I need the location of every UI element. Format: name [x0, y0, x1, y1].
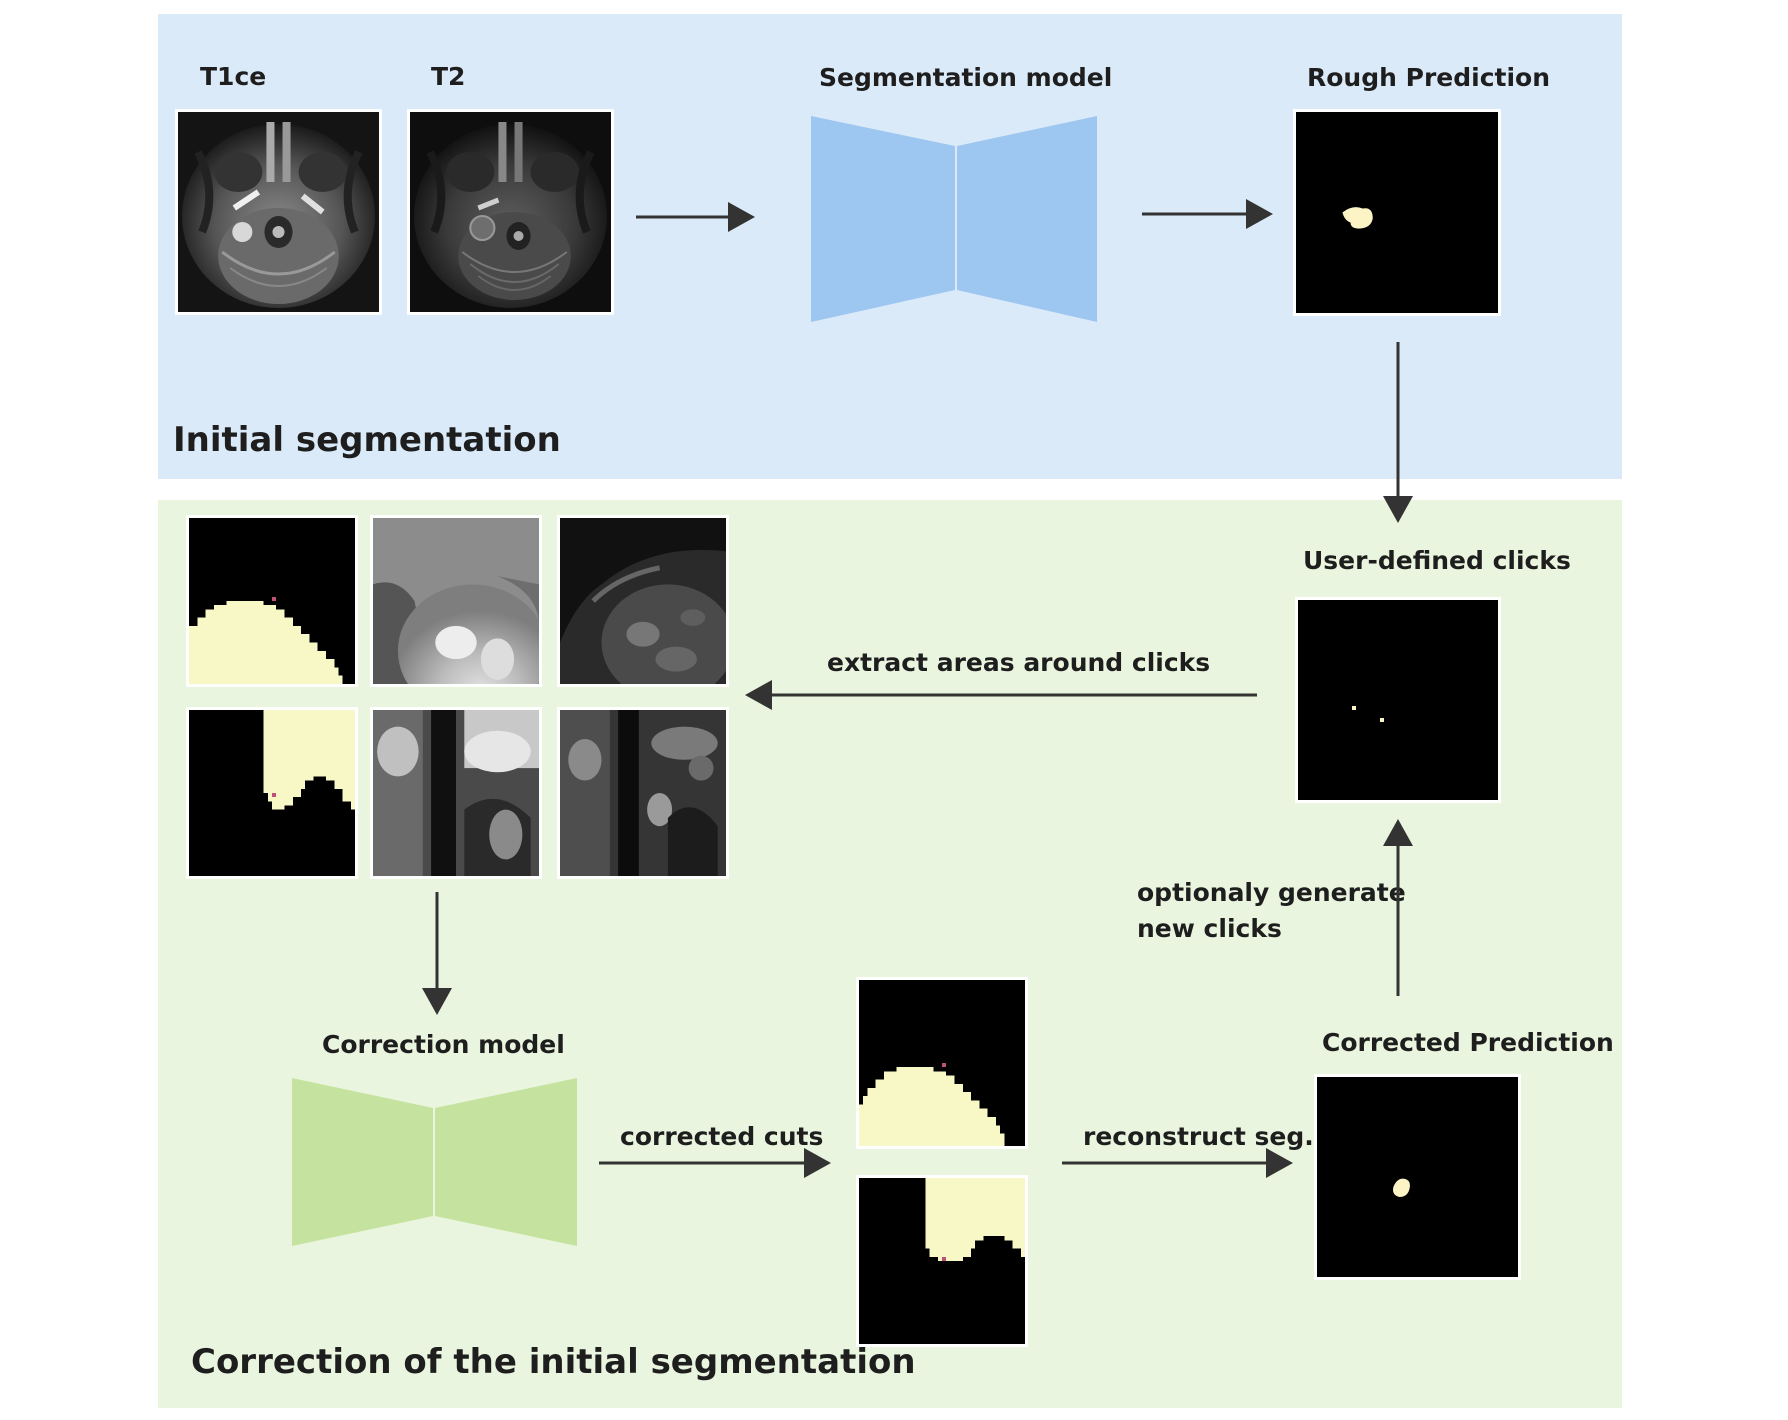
t1ce-mri-image	[175, 109, 382, 315]
corrected-cuts-label: corrected cuts	[620, 1122, 824, 1151]
optional-clicks-label-1: optionaly generate	[1137, 878, 1406, 907]
segmentation-model-label: Segmentation model	[819, 63, 1113, 92]
rough-prediction-label: Rough Prediction	[1307, 63, 1551, 92]
segmentation-model-shape	[811, 116, 1097, 322]
corrected-prediction-label: Corrected Prediction	[1322, 1028, 1614, 1057]
corrected-prediction-image	[1314, 1074, 1521, 1280]
patch-t1ce-1	[370, 515, 542, 687]
extract-areas-label: extract areas around clicks	[827, 648, 1211, 677]
correction-model-shape	[292, 1078, 577, 1246]
t2-label: T2	[431, 62, 466, 91]
corrected-cut-1	[856, 977, 1028, 1149]
rough-prediction-image	[1293, 109, 1501, 316]
user-defined-clicks-image	[1295, 597, 1501, 803]
user-defined-clicks-label: User-defined clicks	[1303, 546, 1571, 575]
patch-t2-1	[557, 515, 729, 687]
initial-segmentation-title: Initial segmentation	[173, 420, 561, 460]
patch-mask-2	[186, 707, 358, 879]
corrected-cut-2	[856, 1175, 1028, 1347]
t1ce-label: T1ce	[200, 62, 267, 91]
t2-mri-image	[407, 109, 614, 315]
correction-model-label: Correction model	[322, 1030, 565, 1059]
optional-clicks-label-2: new clicks	[1137, 914, 1282, 943]
patch-mask-1	[186, 515, 358, 687]
patch-t1ce-2	[370, 707, 542, 879]
patch-t2-2	[557, 707, 729, 879]
correction-section-title: Correction of the initial segmentation	[191, 1342, 916, 1382]
reconstruct-seg-label: reconstruct seg.	[1083, 1122, 1314, 1151]
